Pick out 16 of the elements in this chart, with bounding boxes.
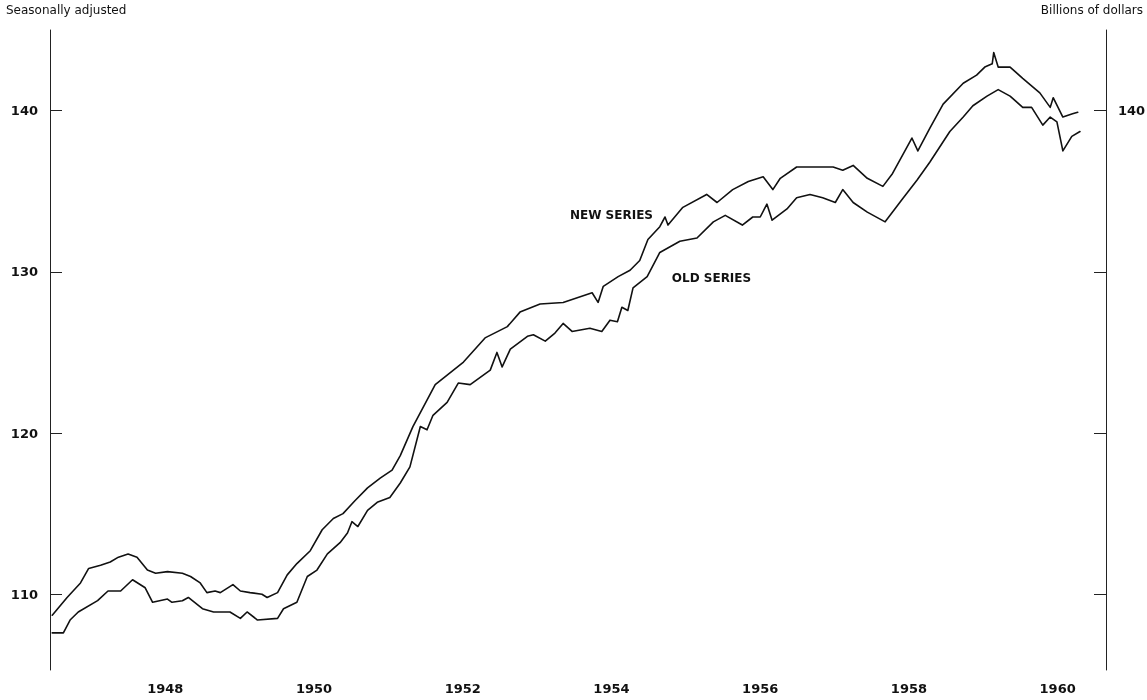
chart-subtitle: Seasonally adjusted xyxy=(6,3,127,17)
series-label: NEW SERIES xyxy=(569,208,654,222)
x-tick-label: 1958 xyxy=(890,681,928,696)
text: 140 xyxy=(1118,103,1146,119)
y-tick-label: 120 xyxy=(10,425,38,441)
y-tick-label: 140 xyxy=(10,103,38,119)
y-axis-title: Billions of dollars xyxy=(1040,3,1144,17)
y-tick-label: 130 xyxy=(10,264,38,280)
x-tick-label: 1954 xyxy=(593,681,630,696)
y-tick-label: 110 xyxy=(10,586,38,602)
x-tick-label: 1960 xyxy=(1039,681,1076,696)
x-tick-label: 1950 xyxy=(295,681,333,696)
x-tick-label: 1948 xyxy=(147,681,184,696)
x-tick-label: 1956 xyxy=(742,681,779,696)
x-tick-label: 1952 xyxy=(444,681,481,696)
series-label: OLD SERIES xyxy=(671,271,752,286)
